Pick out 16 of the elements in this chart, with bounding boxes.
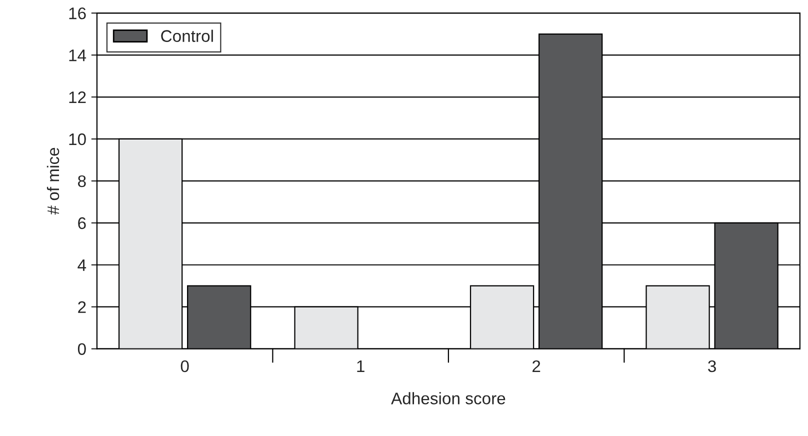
y-tick-label: 4: [78, 259, 86, 271]
y-tick-label: 6: [78, 217, 86, 230]
y-tick-label: 8: [78, 175, 86, 188]
x-tick-label: 3: [708, 360, 716, 372]
legend-label: Control: [161, 30, 213, 42]
y-tick-label: 12: [69, 91, 86, 104]
x-tick-label: 0: [180, 360, 189, 372]
x-tick-label: 1: [357, 360, 364, 372]
y-tick-label: 0: [78, 343, 86, 356]
y-tick-label: 14: [69, 50, 86, 62]
y-axis-title: # of mice: [46, 148, 60, 215]
x-tick-label: 2: [532, 360, 540, 372]
y-tick-label: 2: [78, 301, 86, 313]
x-axis-title: Adhesion score: [391, 392, 506, 404]
y-tick-label: 10: [69, 133, 86, 146]
y-tick-label: 16: [69, 7, 86, 20]
